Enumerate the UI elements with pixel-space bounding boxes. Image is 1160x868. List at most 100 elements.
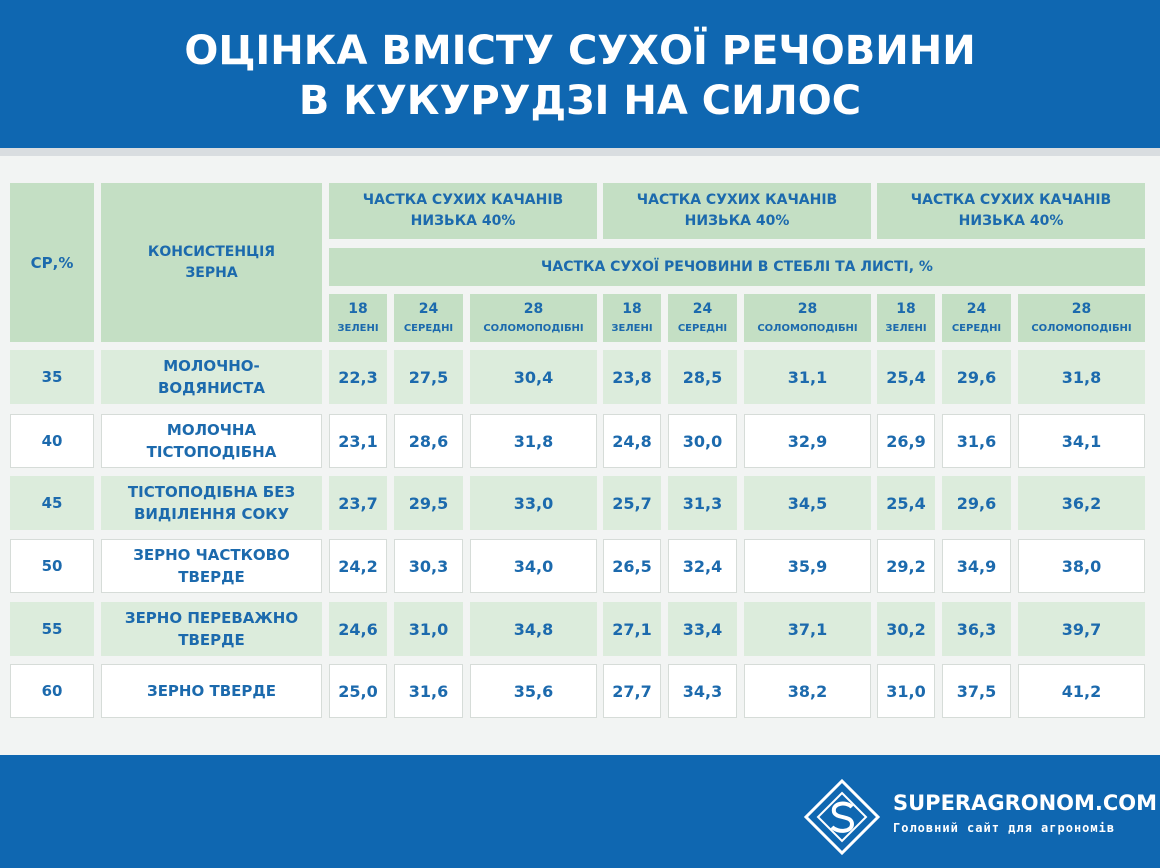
value-cell: 26,9: [877, 414, 935, 468]
value-cell-text: 29,2: [886, 556, 926, 576]
consistency-cell: ЗЕРНО ЧАСТКОВО ТВЕРДЕ: [101, 539, 322, 593]
subcolumn-header-text: 28: [797, 301, 818, 317]
cp-cell: 50: [10, 539, 94, 593]
cp-cell: 45: [10, 476, 94, 530]
cp-cell-text: 35: [41, 368, 63, 386]
value-cell: 29,2: [877, 539, 935, 593]
value-cell: 25,0: [329, 664, 387, 718]
consistency-cell-text: ЗЕРНО ЧАСТКОВО: [133, 546, 290, 564]
value-cell-text: 26,9: [886, 431, 926, 451]
title-line: ОЦІНКА ВМІСТУ СУХОЇ РЕЧОВИНИ: [184, 28, 976, 74]
value-cell-text: 41,2: [1061, 681, 1102, 701]
col-header-text: СР,%: [30, 253, 74, 272]
consistency-cell: ЗЕРНО ТВЕРДЕ: [101, 664, 322, 718]
value-cell: 30,3: [394, 539, 463, 593]
value-cell-text: 28,5: [682, 367, 723, 387]
value-cell: 36,3: [942, 602, 1011, 656]
value-cell: 34,1: [1018, 414, 1145, 468]
value-cell: 25,7: [603, 476, 661, 530]
value-cell: 25,4: [877, 476, 935, 530]
value-cell-text: 31,3: [682, 493, 723, 513]
cp-cell-text: 50: [41, 557, 63, 575]
value-cell: 38,0: [1018, 539, 1145, 593]
consistency-cell-text: МОЛОЧНА: [166, 421, 257, 439]
value-cell: 28,5: [668, 350, 737, 404]
value-cell: 34,9: [942, 539, 1011, 593]
value-cell-text: 27,7: [612, 681, 652, 701]
subcolumn-header-text: СОЛОМОПОДІБНІ: [483, 323, 584, 334]
consistency-cell: МОЛОЧНО- ВОДЯНИСТА: [101, 350, 322, 404]
value-cell: 29,5: [394, 476, 463, 530]
value-cell-text: 31,6: [408, 681, 449, 701]
subcolumn-header: 18 ЗЕЛЕНІ: [329, 294, 387, 342]
subcolumn-header: 24 СЕРЕДНІ: [394, 294, 463, 342]
value-cell: 31,0: [877, 664, 935, 718]
value-cell: 24,2: [329, 539, 387, 593]
value-cell-text: 25,4: [886, 493, 926, 513]
consistency-cell-text: ТВЕРДЕ: [178, 568, 245, 586]
subcolumn-header: 18 ЗЕЛЕНІ: [603, 294, 661, 342]
value-cell: 24,6: [329, 602, 387, 656]
value-cell-text: 33,4: [682, 619, 723, 639]
value-cell-text: 25,7: [612, 493, 652, 513]
value-cell: 41,2: [1018, 664, 1145, 718]
title: ОЦІНКА ВМІСТУ СУХОЇ РЕЧОВИНИ В КУКУРУДЗІ…: [0, 26, 1160, 126]
value-cell: 31,3: [668, 476, 737, 530]
value-cell-text: 24,8: [612, 431, 652, 451]
subcolumn-header-text: 24: [966, 301, 987, 317]
value-cell-text: 25,0: [338, 681, 378, 701]
subcolumn-header-text: 18: [348, 301, 368, 317]
value-cell: 23,7: [329, 476, 387, 530]
value-cell: 27,1: [603, 602, 661, 656]
value-cell: 33,4: [668, 602, 737, 656]
value-cell: 34,0: [470, 539, 597, 593]
col-header: КОНСИСТЕНЦІЯ ЗЕРНА: [101, 183, 322, 342]
value-cell-text: 25,4: [886, 367, 926, 387]
value-cell: 31,6: [394, 664, 463, 718]
value-cell-text: 31,0: [886, 681, 926, 701]
col-header-text: КОНСИСТЕНЦІЯ: [147, 243, 276, 260]
value-cell-text: 26,5: [612, 556, 652, 576]
subcolumn-header-text: СЕРЕДНІ: [677, 323, 728, 334]
group-header: ЧАСТКА СУХИХ КАЧАНІВ НИЗЬКА 40%: [877, 183, 1145, 239]
header-strip: [0, 148, 1160, 156]
value-cell: 33,0: [470, 476, 597, 530]
tagline: Головний сайт для агрономів: [893, 821, 1116, 835]
subcolumn-header-text: 24: [692, 301, 713, 317]
col-header-text: ЗЕРНА: [185, 264, 238, 281]
value-cell-text: 23,8: [612, 367, 652, 387]
title-line: В КУКУРУДЗІ НА СИЛОС: [298, 78, 862, 124]
group-header-text: ЧАСТКА СУХИХ КАЧАНІВ: [362, 192, 564, 208]
value-cell-text: 30,2: [886, 619, 926, 639]
value-cell: 38,2: [744, 664, 871, 718]
value-cell: 31,8: [1018, 350, 1145, 404]
value-cell: 37,5: [942, 664, 1011, 718]
value-cell: 34,3: [668, 664, 737, 718]
subcolumn-header-text: СЕРЕДНІ: [403, 323, 454, 334]
value-cell-text: 27,5: [408, 367, 449, 387]
cp-cell-text: 60: [41, 682, 63, 700]
group-header-text: ЧАСТКА СУХИХ КАЧАНІВ: [910, 192, 1112, 208]
header-band: [0, 0, 1160, 148]
value-cell: 30,2: [877, 602, 935, 656]
value-cell: 28,6: [394, 414, 463, 468]
value-cell-text: 30,3: [408, 556, 449, 576]
cp-cell-text: 45: [41, 494, 63, 512]
value-cell-text: 37,1: [787, 619, 828, 639]
value-cell: 23,1: [329, 414, 387, 468]
cp-cell-text: 55: [41, 620, 63, 638]
value-cell-text: 22,3: [338, 367, 378, 387]
consistency-cell-text: ТВЕРДЕ: [178, 631, 245, 649]
value-cell: 25,4: [877, 350, 935, 404]
value-cell: 29,6: [942, 350, 1011, 404]
group-header-text: НИЗЬКА 40%: [958, 213, 1064, 229]
value-cell: 29,6: [942, 476, 1011, 530]
consistency-cell-text: ВИДІЛЕННЯ СОКУ: [133, 505, 290, 523]
group-header-text: НИЗЬКА 40%: [684, 213, 790, 229]
consistency-cell-text: ЗЕРНО ТВЕРДЕ: [147, 682, 276, 700]
cp-cell: 35: [10, 350, 94, 404]
value-cell-text: 34,8: [513, 619, 554, 639]
value-cell: 31,6: [942, 414, 1011, 468]
subcolumn-header-text: СЕРЕДНІ: [951, 323, 1002, 334]
subcolumn-header: 24 СЕРЕДНІ: [668, 294, 737, 342]
